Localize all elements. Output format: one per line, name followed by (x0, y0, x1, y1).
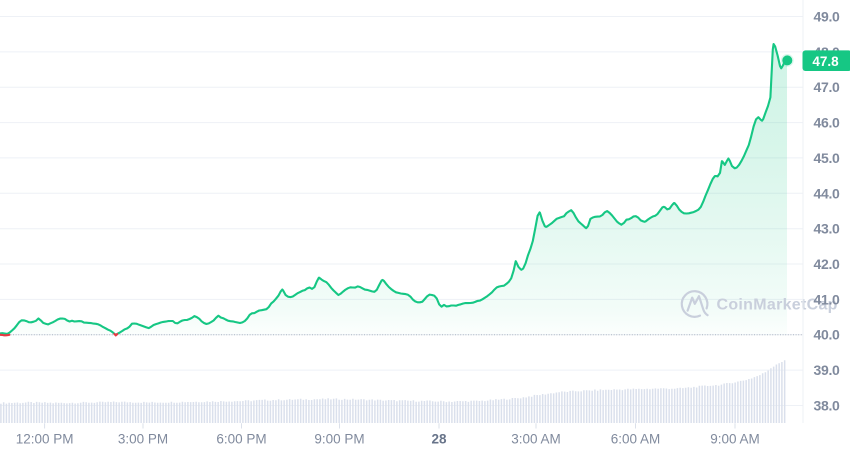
svg-text:3:00 AM: 3:00 AM (511, 432, 561, 447)
svg-text:42.0: 42.0 (814, 256, 841, 272)
svg-text:46.0: 46.0 (814, 115, 841, 131)
svg-text:38.0: 38.0 (814, 398, 841, 414)
svg-text:47.0: 47.0 (814, 79, 841, 95)
svg-text:6:00 AM: 6:00 AM (611, 432, 661, 447)
svg-text:43.0: 43.0 (814, 221, 841, 237)
svg-text:12:00 PM: 12:00 PM (16, 432, 74, 447)
svg-text:6:00 PM: 6:00 PM (216, 432, 266, 447)
svg-text:28: 28 (431, 432, 447, 447)
svg-text:45.0: 45.0 (814, 150, 841, 166)
svg-text:49.0: 49.0 (814, 9, 841, 25)
svg-text:39.0: 39.0 (814, 362, 841, 378)
svg-text:9:00 PM: 9:00 PM (314, 432, 364, 447)
svg-text:3:00 PM: 3:00 PM (118, 432, 168, 447)
svg-text:41.0: 41.0 (814, 291, 841, 307)
svg-text:9:00 AM: 9:00 AM (710, 432, 760, 447)
svg-text:40.0: 40.0 (814, 327, 841, 343)
svg-text:44.0: 44.0 (814, 185, 841, 201)
svg-text:47.8: 47.8 (812, 54, 839, 69)
